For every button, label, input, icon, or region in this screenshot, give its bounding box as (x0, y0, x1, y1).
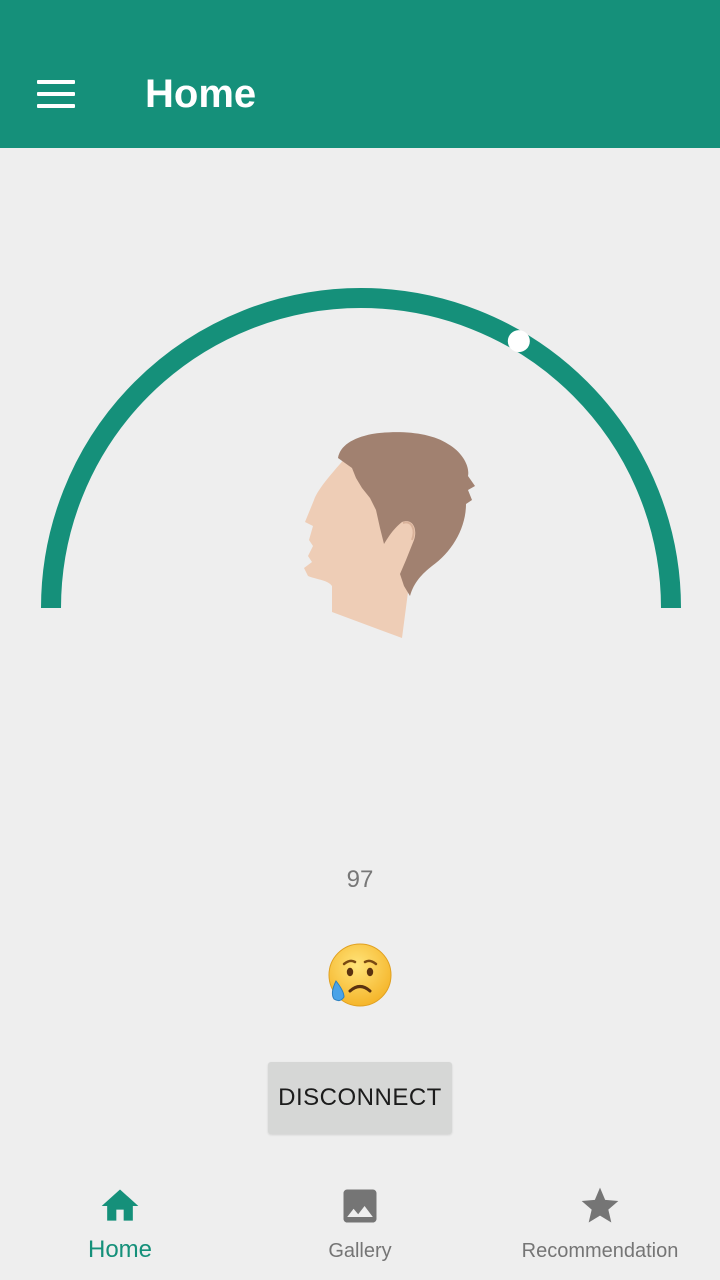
page-title: Home (145, 72, 257, 116)
image-icon (343, 1189, 377, 1223)
bottom-navigation: Home Gallery Recommendation (0, 1170, 720, 1280)
nav-item-gallery[interactable]: Gallery (240, 1170, 480, 1280)
app-bar: Home (0, 0, 720, 148)
nav-label-gallery: Gallery (328, 1240, 392, 1262)
nav-item-recommendation[interactable]: Recommendation (480, 1170, 720, 1280)
nav-item-home[interactable]: Home (0, 1170, 240, 1280)
star-icon (581, 1187, 619, 1223)
nav-label-recommendation: Recommendation (521, 1240, 679, 1262)
sensor-value: 97 (346, 866, 374, 893)
sad-relieved-face-icon (328, 943, 392, 1007)
gauge-knob[interactable] (507, 330, 530, 353)
hamburger-menu-icon[interactable] (30, 72, 82, 116)
gauge (41, 288, 681, 638)
home-icon (101, 1189, 139, 1221)
disconnect-button[interactable]: DISCONNECT (268, 1062, 452, 1134)
nav-label-home: Home (87, 1236, 153, 1263)
head-profile-icon (304, 432, 475, 638)
gauge-track (41, 288, 681, 609)
